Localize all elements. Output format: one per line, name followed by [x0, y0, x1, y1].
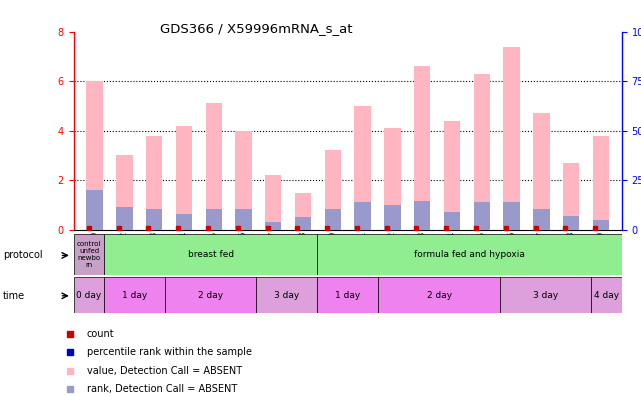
- Text: 1 day: 1 day: [122, 291, 147, 299]
- Bar: [176, 126, 192, 230]
- Bar: [295, 217, 312, 230]
- Text: 3 day: 3 day: [533, 291, 558, 299]
- Text: percentile rank within the sample: percentile rank within the sample: [87, 347, 252, 357]
- Bar: [593, 220, 609, 230]
- Bar: [444, 212, 460, 230]
- Bar: [295, 192, 312, 230]
- Bar: [444, 121, 460, 230]
- Text: control
unfed
newbo
rn: control unfed newbo rn: [77, 241, 101, 268]
- Bar: [146, 209, 162, 230]
- Bar: [474, 202, 490, 230]
- Bar: [104, 234, 317, 275]
- Text: 1 day: 1 day: [335, 291, 360, 299]
- Bar: [533, 113, 549, 230]
- Bar: [206, 209, 222, 230]
- Bar: [414, 66, 430, 230]
- Bar: [146, 135, 162, 230]
- Bar: [503, 46, 520, 230]
- Bar: [206, 103, 222, 230]
- Bar: [116, 155, 133, 230]
- Text: 2 day: 2 day: [198, 291, 223, 299]
- Text: count: count: [87, 329, 114, 339]
- Bar: [384, 128, 401, 230]
- Bar: [474, 74, 490, 230]
- Text: rank, Detection Call = ABSENT: rank, Detection Call = ABSENT: [87, 384, 237, 394]
- Bar: [176, 213, 192, 230]
- Text: value, Detection Call = ABSENT: value, Detection Call = ABSENT: [87, 366, 242, 376]
- Bar: [256, 277, 317, 313]
- Bar: [503, 202, 520, 230]
- Bar: [317, 277, 378, 313]
- Text: 2 day: 2 day: [426, 291, 452, 299]
- Text: formula fed and hypoxia: formula fed and hypoxia: [414, 250, 525, 259]
- Text: breast fed: breast fed: [188, 250, 234, 259]
- Text: GDS366 / X59996mRNA_s_at: GDS366 / X59996mRNA_s_at: [160, 22, 353, 35]
- Bar: [384, 205, 401, 230]
- Bar: [378, 277, 500, 313]
- Bar: [87, 190, 103, 230]
- Bar: [324, 209, 341, 230]
- Bar: [563, 216, 579, 230]
- Text: 4 day: 4 day: [594, 291, 619, 299]
- Bar: [414, 201, 430, 230]
- Bar: [354, 106, 371, 230]
- Bar: [563, 163, 579, 230]
- Bar: [533, 209, 549, 230]
- Bar: [87, 81, 103, 230]
- Bar: [235, 131, 252, 230]
- Text: 3 day: 3 day: [274, 291, 299, 299]
- Bar: [235, 209, 252, 230]
- Text: time: time: [3, 291, 26, 301]
- Bar: [324, 150, 341, 230]
- Bar: [354, 202, 371, 230]
- Bar: [593, 135, 609, 230]
- Bar: [500, 277, 591, 313]
- Bar: [104, 277, 165, 313]
- Bar: [591, 277, 622, 313]
- Bar: [74, 234, 104, 275]
- Bar: [165, 277, 256, 313]
- Bar: [74, 277, 104, 313]
- Bar: [265, 175, 281, 230]
- Bar: [265, 222, 281, 230]
- Text: protocol: protocol: [3, 250, 43, 261]
- Bar: [317, 234, 622, 275]
- Text: 0 day: 0 day: [76, 291, 101, 299]
- Bar: [116, 208, 133, 230]
